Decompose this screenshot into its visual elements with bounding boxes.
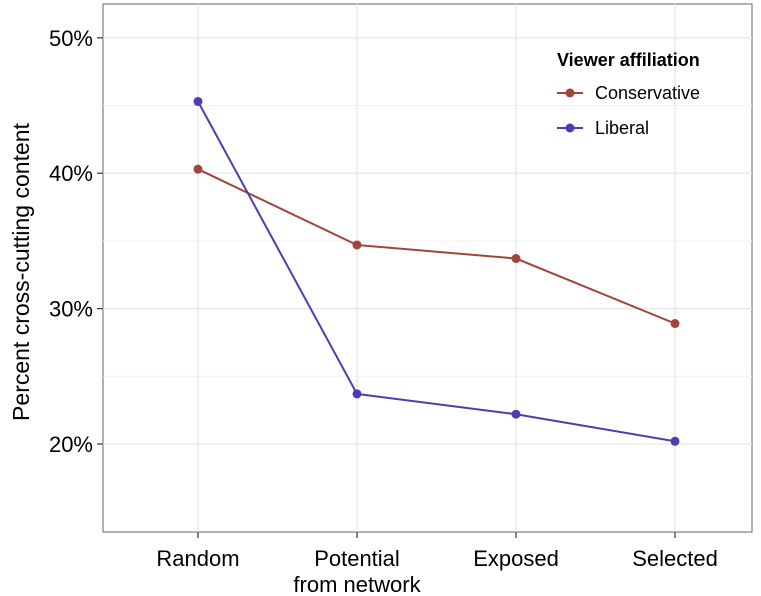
y-tick-label: 30% [49,297,93,322]
y-tick-label: 20% [49,432,93,457]
data-point-liberal [511,409,521,419]
x-tick-label: Random [156,546,239,571]
x-tick-label: Potential from network [293,546,421,596]
grid-lines [103,4,752,532]
legend-label-liberal: Liberal [595,118,649,138]
data-point-conservative [670,319,680,329]
data-point-conservative [352,240,362,250]
x-axis: Random Potential from network Exposed Select… [156,532,718,596]
series-line-liberal [197,100,676,443]
x-tick-label: Selected [632,546,718,571]
legend-key-point [565,88,575,98]
y-axis-title: Percent cross-cutting content [8,122,34,420]
y-tick-label: 50% [49,26,93,51]
y-tick-label: 40% [49,161,93,186]
data-point-liberal [670,436,680,446]
y-axis: 20% 30% 40% 50% [49,26,103,457]
data-point-conservative [511,254,521,264]
data-point-liberal [193,96,203,106]
legend-title: Viewer affiliation [557,50,700,70]
series-line-conservative [197,168,676,325]
series-layer [193,96,680,446]
data-point-conservative [193,164,203,174]
x-tick-label: Exposed [473,546,559,571]
legend: Viewer affiliation Conservative Liberal [557,50,700,138]
data-point-liberal [352,389,362,399]
legend-label-conservative: Conservative [595,83,700,103]
legend-key-point [565,123,575,133]
